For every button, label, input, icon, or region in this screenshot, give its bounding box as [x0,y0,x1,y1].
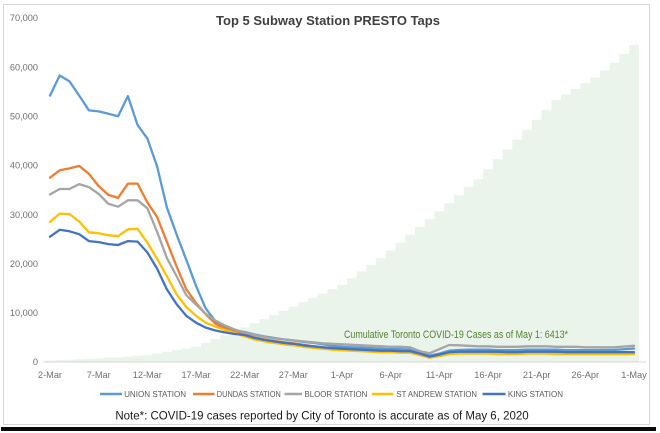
svg-text:BLOOR STATION: BLOOR STATION [305,390,368,399]
svg-text:10,000: 10,000 [10,308,38,318]
svg-text:22-Mar: 22-Mar [230,370,259,380]
svg-text:7-Mar: 7-Mar [87,370,111,380]
svg-text:30,000: 30,000 [10,210,38,220]
svg-text:UNION STATION: UNION STATION [124,390,186,399]
svg-text:Cumulative Toronto COVID-19 Ca: Cumulative Toronto COVID-19 Cases as of … [344,329,569,341]
svg-text:70,000: 70,000 [10,13,38,23]
svg-text:KING STATION: KING STATION [508,390,563,399]
svg-text:Note*: COVID-19 cases reported: Note*: COVID-19 cases reported by City o… [115,411,528,423]
svg-text:2-Mar: 2-Mar [38,370,62,380]
svg-text:50,000: 50,000 [10,112,38,122]
svg-text:Top 5 Subway Station PRESTO Ta: Top 5 Subway Station PRESTO Taps [216,13,440,28]
svg-text:6-Apr: 6-Apr [379,370,401,380]
svg-text:20,000: 20,000 [10,259,38,269]
svg-text:40,000: 40,000 [10,161,38,171]
svg-text:1-May: 1-May [621,370,647,380]
svg-text:ST ANDREW STATION: ST ANDREW STATION [396,390,477,399]
svg-text:DUNDAS STATION: DUNDAS STATION [217,390,281,399]
svg-text:1-Apr: 1-Apr [331,370,353,380]
svg-text:27-Mar: 27-Mar [279,370,308,380]
svg-text:16-Apr: 16-Apr [474,370,502,380]
svg-text:26-Apr: 26-Apr [572,370,600,380]
svg-text:21-Apr: 21-Apr [523,370,551,380]
svg-text:12-Mar: 12-Mar [133,370,162,380]
svg-text:0: 0 [33,357,38,367]
svg-text:17-Mar: 17-Mar [181,370,210,380]
svg-text:60,000: 60,000 [10,62,38,72]
svg-text:11-Apr: 11-Apr [426,370,453,380]
